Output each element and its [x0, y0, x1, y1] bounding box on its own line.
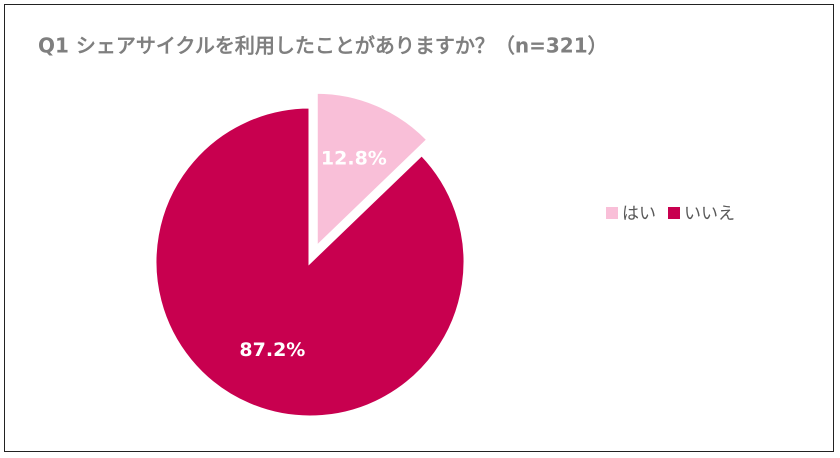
data-label: 87.2% — [239, 339, 305, 361]
legend-label: いいえ — [684, 204, 735, 224]
legend-label: はい — [622, 204, 656, 224]
legend-swatch — [668, 207, 680, 219]
chart-title: Q1 シェアサイクルを利用したことがありますか？（n=321） — [38, 34, 608, 58]
legend-swatch — [606, 207, 618, 219]
data-label: 12.8% — [321, 147, 387, 169]
pie-slice — [153, 105, 467, 419]
pie-slice — [314, 90, 431, 251]
